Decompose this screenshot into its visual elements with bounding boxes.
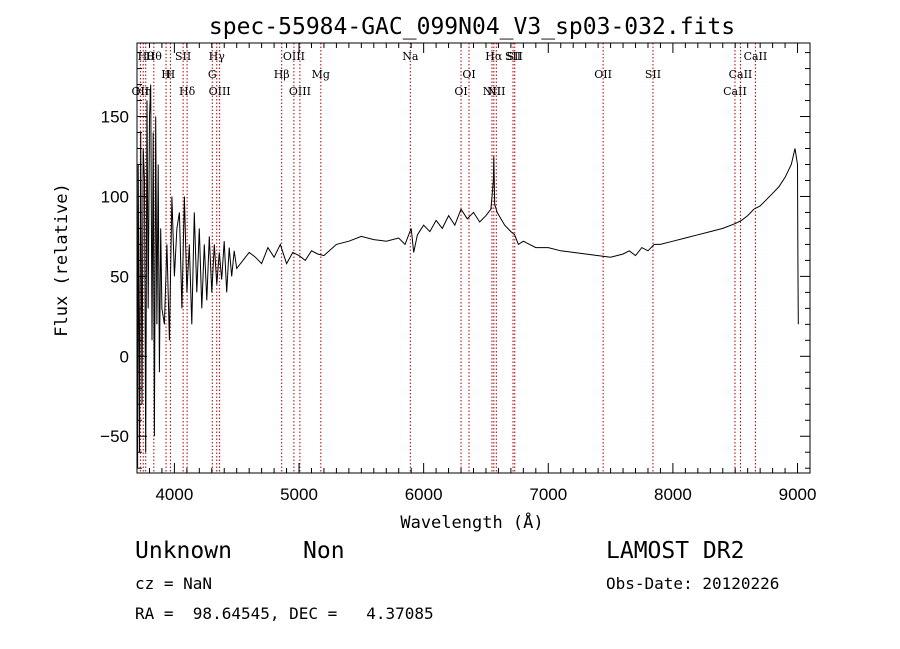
line-marker-label: NII xyxy=(483,85,501,98)
spectrum-series xyxy=(136,84,799,469)
x-axis: 4000 5000 6000 7000 8000 9000 xyxy=(136,43,817,504)
y-axis: −50 0 50 100 150 xyxy=(100,52,810,469)
line-marker-label: Hγ xyxy=(209,50,226,63)
y-axis-label: Flux (relative) xyxy=(52,183,72,337)
coordinates: RA = 98.64545, DEC = 4.37085 xyxy=(135,604,434,623)
line-marker-label: Hη xyxy=(135,85,151,98)
x-tick-label: 9000 xyxy=(779,485,817,504)
line-marker-label: OIII xyxy=(289,85,311,98)
line-marker-label: NII xyxy=(487,85,505,98)
line-marker-label: OI xyxy=(454,85,467,98)
line-marker-label: CaII xyxy=(744,50,768,63)
object-class: Unknown xyxy=(135,538,232,564)
line-marker-label: Hθ xyxy=(146,50,163,63)
redshift-value: cz = NaN xyxy=(135,574,213,593)
line-marker-label: OI xyxy=(462,68,475,81)
x-tick-label: 8000 xyxy=(654,485,692,504)
survey-name: LAMOST DR2 xyxy=(606,538,745,564)
x-tick-label: 5000 xyxy=(280,485,318,504)
line-marker-label: CaII xyxy=(729,68,753,81)
line-marker-label: SII xyxy=(507,50,523,63)
x-tick-label: 7000 xyxy=(529,485,567,504)
y-tick-label: −50 xyxy=(100,427,129,446)
line-marker-label: OIII xyxy=(209,85,231,98)
line-marker-label: SII xyxy=(645,68,661,81)
line-marker-label: H xyxy=(161,68,171,81)
x-tick-label: 6000 xyxy=(405,485,443,504)
line-marker-label: Hα xyxy=(485,50,503,63)
line-marker-label: CaII xyxy=(723,85,747,98)
line-marker-label: SII xyxy=(505,50,521,63)
y-tick-label: 50 xyxy=(110,267,129,286)
y-tick-label: 150 xyxy=(101,108,129,127)
line-marker-label: OIII xyxy=(283,50,305,63)
line-marker-label: H xyxy=(166,68,176,81)
line-marker-label: Hδ xyxy=(179,85,196,98)
line-markers: OIIHηHθHθHHSIIHδGHγOIIIHβOIIIOIIIMgNaOIO… xyxy=(132,43,768,473)
x-axis-label: Wavelength (Å) xyxy=(400,511,543,533)
line-marker-label: G xyxy=(208,68,217,81)
chart-title: spec-55984-GAC_099N04_V3_sp03-032.fits xyxy=(209,14,735,40)
y-tick-label: 100 xyxy=(101,187,129,206)
line-marker-label: Hθ xyxy=(138,50,155,63)
line-marker-label: Hβ xyxy=(274,68,290,81)
x-tick-label: 4000 xyxy=(155,485,193,504)
line-marker-label: Mg xyxy=(312,68,330,81)
line-marker-label: Na xyxy=(402,50,419,63)
obs-date: Obs-Date: 20120226 xyxy=(606,574,780,593)
plot-frame xyxy=(136,42,811,474)
line-marker-label: OII xyxy=(132,85,150,98)
line-marker-label: SII xyxy=(175,50,191,63)
object-subclass: Non xyxy=(303,538,345,564)
line-marker-label: OII xyxy=(594,68,612,81)
spectrum-line xyxy=(136,84,799,469)
y-tick-label: 0 xyxy=(120,347,129,366)
